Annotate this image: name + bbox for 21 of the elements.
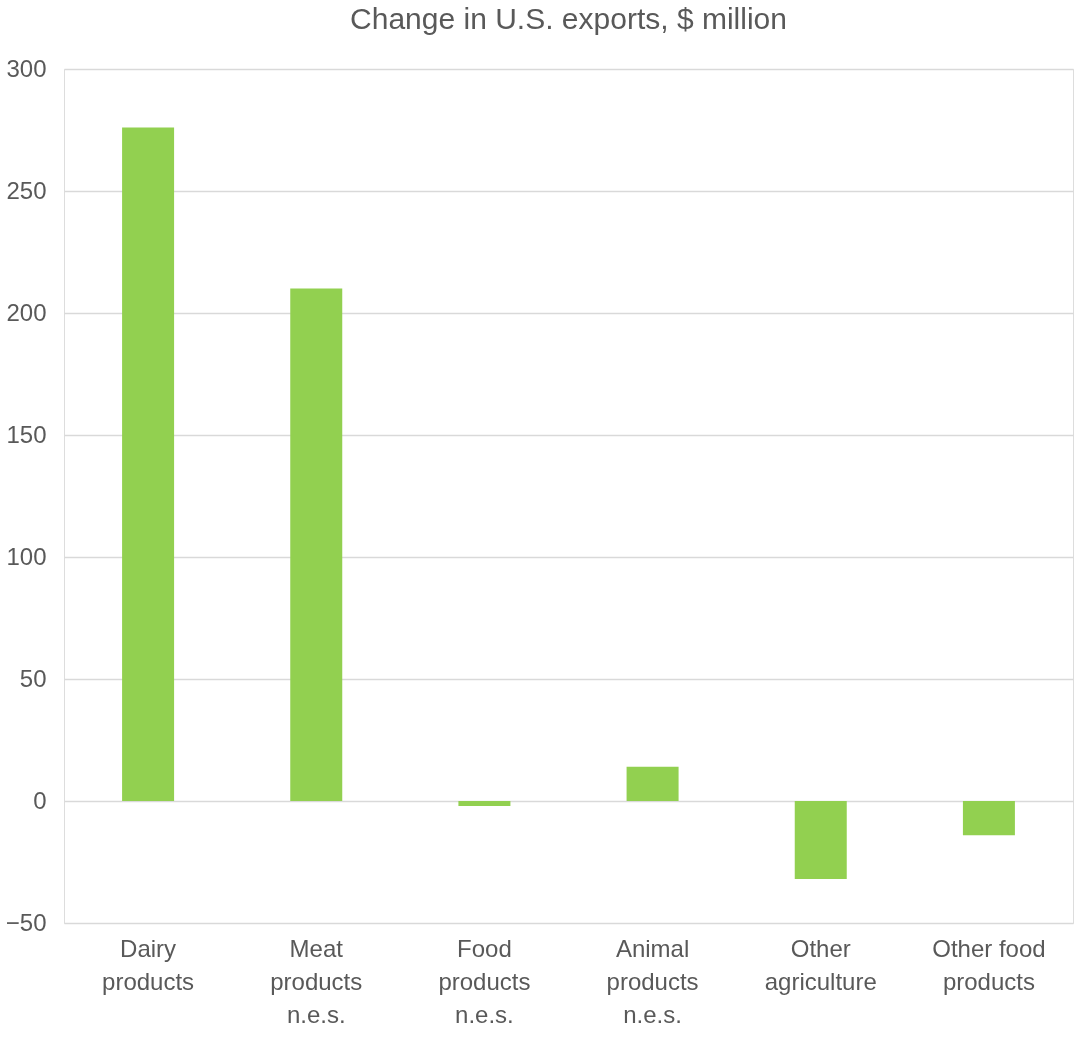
x-tick-label: Animal products n.e.s. xyxy=(606,934,699,1028)
y-tick-label: 0 xyxy=(33,786,47,814)
bar xyxy=(122,127,175,801)
x-tick-label: Meat products n.e.s. xyxy=(270,934,363,1028)
y-tick-label: 300 xyxy=(6,54,47,82)
chart-title: Change in U.S. exports, $ million xyxy=(350,2,787,35)
bar xyxy=(962,801,1015,836)
y-tick-label: 250 xyxy=(6,176,47,204)
y-tick-label: 200 xyxy=(6,298,47,326)
x-tick-label: Food products n.e.s. xyxy=(438,934,531,1028)
x-tick-label: Dairy products xyxy=(102,934,195,995)
y-tick-label: 100 xyxy=(6,542,47,570)
x-tick-label: Other agriculture xyxy=(764,934,877,995)
y-tick-label: −50 xyxy=(5,908,47,936)
y-tick-label: 50 xyxy=(19,664,47,692)
x-tick-label: Other food products xyxy=(932,934,1046,995)
bar xyxy=(290,288,343,801)
bar xyxy=(794,801,847,880)
bar xyxy=(626,766,679,801)
bar xyxy=(458,801,511,806)
y-tick-label: 150 xyxy=(6,420,47,448)
